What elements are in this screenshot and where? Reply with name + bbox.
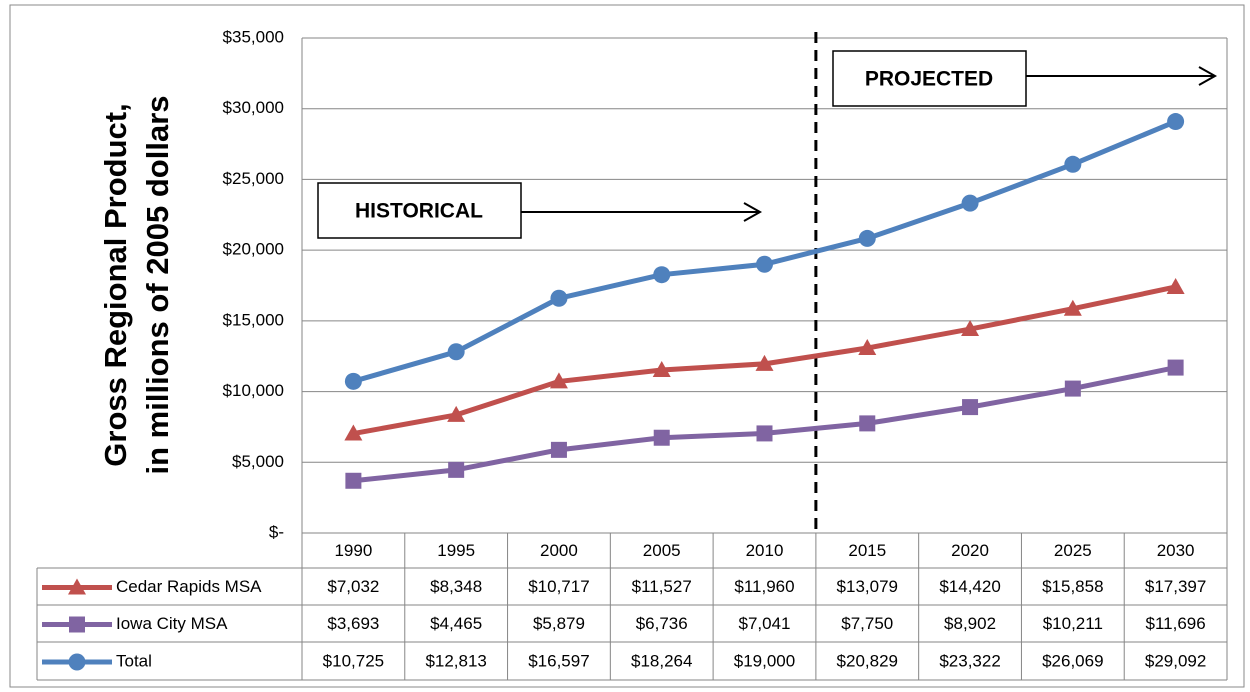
annotation: HISTORICAL bbox=[355, 200, 483, 223]
marker bbox=[344, 424, 363, 441]
marker bbox=[653, 429, 670, 446]
marker bbox=[344, 372, 362, 390]
marker bbox=[858, 229, 876, 247]
table-value: $29,092 bbox=[1145, 651, 1206, 670]
marker bbox=[550, 441, 567, 458]
marker bbox=[961, 194, 979, 212]
legend-marker bbox=[68, 578, 86, 595]
table-value: $4,465 bbox=[430, 614, 482, 633]
table-value: $18,264 bbox=[631, 651, 692, 670]
marker bbox=[549, 372, 568, 389]
table-value: $5,879 bbox=[533, 614, 585, 633]
marker bbox=[962, 399, 979, 416]
y-label-line: Gross Regional Product, bbox=[98, 103, 133, 466]
marker bbox=[652, 360, 671, 377]
table-value: $26,069 bbox=[1042, 651, 1103, 670]
marker bbox=[961, 320, 980, 337]
table-value: $10,717 bbox=[528, 577, 589, 596]
x-tick-label: 2005 bbox=[643, 541, 681, 560]
table-value: $7,750 bbox=[841, 614, 893, 633]
annotation-box bbox=[832, 50, 1027, 107]
table-value: $17,397 bbox=[1145, 577, 1206, 596]
y-tick-label: $15,000 bbox=[223, 310, 284, 329]
legend-label: Iowa City MSA bbox=[116, 614, 228, 633]
table-value: $8,902 bbox=[944, 614, 996, 633]
marker bbox=[447, 405, 466, 422]
annotation-box bbox=[317, 182, 522, 239]
annotation: PROJECTED bbox=[865, 68, 993, 91]
marker bbox=[1167, 113, 1185, 131]
marker bbox=[858, 339, 877, 356]
y-tick-label: $5,000 bbox=[232, 452, 284, 471]
y-tick-label: $35,000 bbox=[223, 27, 284, 46]
table-value: $16,597 bbox=[528, 651, 589, 670]
legend-label: Total bbox=[116, 651, 152, 670]
x-tick-label: 2030 bbox=[1157, 541, 1195, 560]
table-value: $11,527 bbox=[632, 577, 692, 596]
marker bbox=[1064, 155, 1082, 173]
chart-border bbox=[9, 4, 1245, 688]
table-value: $6,736 bbox=[636, 614, 688, 633]
x-tick-label: 2015 bbox=[848, 541, 886, 560]
table-value: $11,960 bbox=[734, 577, 794, 596]
table-value: $10,211 bbox=[1043, 614, 1103, 633]
legend-marker bbox=[69, 616, 85, 633]
marker bbox=[1064, 380, 1081, 397]
marker bbox=[448, 461, 465, 478]
table-value: $20,829 bbox=[837, 651, 898, 670]
marker bbox=[859, 415, 876, 432]
table-value: $23,322 bbox=[939, 651, 1000, 670]
y-tick-label: $- bbox=[269, 522, 284, 541]
table-value: $11,696 bbox=[1146, 614, 1206, 633]
x-tick-label: 1995 bbox=[437, 541, 475, 560]
arrow-head bbox=[1198, 66, 1218, 86]
y-tick-label: $10,000 bbox=[223, 381, 284, 400]
table-value: $7,041 bbox=[739, 614, 791, 633]
marker bbox=[756, 425, 773, 442]
marker bbox=[1063, 299, 1082, 316]
marker bbox=[756, 255, 773, 273]
x-tick-label: 2020 bbox=[951, 541, 989, 560]
y-tick-label: $25,000 bbox=[223, 169, 284, 188]
table-value: $14,420 bbox=[939, 577, 1000, 596]
table-value: $12,813 bbox=[425, 651, 486, 670]
marker bbox=[755, 354, 774, 371]
x-tick-label: 2025 bbox=[1054, 541, 1092, 560]
x-tick-label: 2000 bbox=[540, 541, 578, 560]
arrow-head bbox=[743, 202, 763, 222]
y-tick-label: $20,000 bbox=[223, 240, 284, 259]
legend-label: Cedar Rapids MSA bbox=[116, 577, 262, 596]
marker bbox=[1166, 277, 1185, 294]
marker bbox=[447, 343, 465, 361]
x-tick-label: 1990 bbox=[334, 541, 372, 560]
table-value: $3,693 bbox=[327, 614, 379, 633]
y-tick-label: $30,000 bbox=[223, 98, 284, 117]
legend-marker bbox=[68, 653, 86, 671]
table-value: $10,725 bbox=[323, 651, 384, 670]
marker bbox=[653, 266, 671, 284]
y-label-line: in millions of 2005 dollars bbox=[140, 96, 175, 475]
marker bbox=[345, 472, 362, 489]
marker bbox=[1167, 359, 1184, 376]
table-value: $13,079 bbox=[837, 577, 898, 596]
marker bbox=[550, 289, 568, 307]
table-value: $19,000 bbox=[734, 651, 795, 670]
table-value: $8,348 bbox=[430, 577, 482, 596]
y-axis-label: Gross Regional Product, in millions of 2… bbox=[98, 96, 175, 475]
table-value: $15,858 bbox=[1042, 577, 1103, 596]
x-tick-label: 2010 bbox=[746, 541, 784, 560]
table-value: $7,032 bbox=[327, 577, 379, 596]
